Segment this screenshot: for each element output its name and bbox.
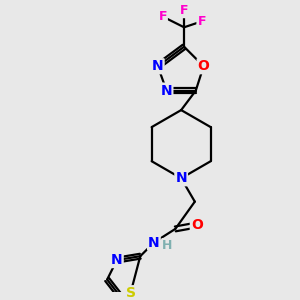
Text: F: F (158, 10, 167, 23)
Text: O: O (191, 218, 203, 232)
Text: O: O (198, 59, 209, 73)
Text: N: N (111, 253, 123, 267)
Text: F: F (180, 4, 188, 17)
Text: H: H (162, 239, 173, 252)
Text: N: N (176, 171, 187, 185)
Text: N: N (152, 59, 164, 73)
Text: N: N (161, 84, 172, 98)
Text: F: F (197, 15, 206, 28)
Text: N: N (148, 236, 160, 250)
Text: S: S (125, 286, 136, 300)
